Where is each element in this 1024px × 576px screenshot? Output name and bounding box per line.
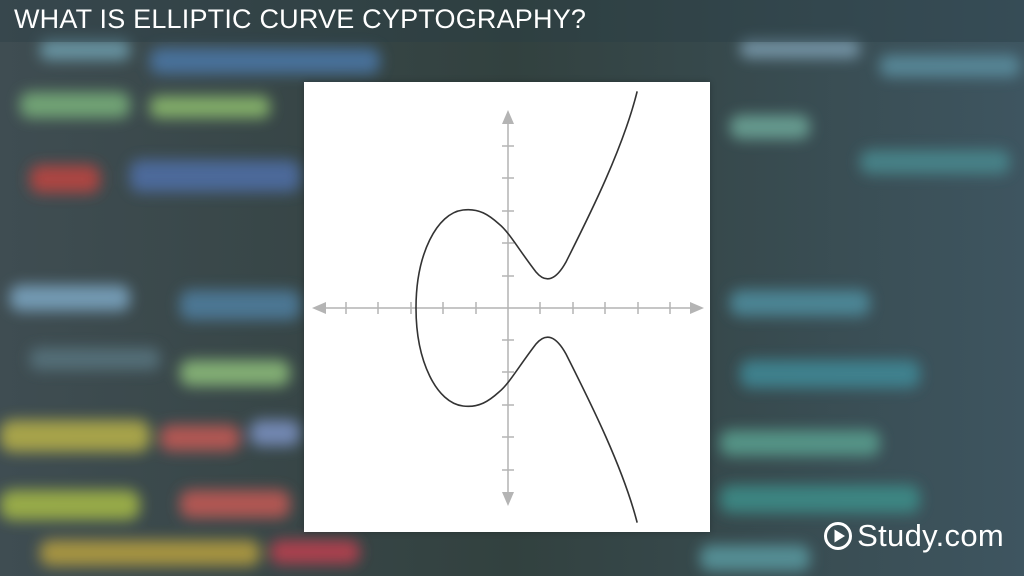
play-circle-icon bbox=[824, 522, 853, 550]
brand-name: Study.com bbox=[857, 518, 1004, 553]
x-axis-right-arrow bbox=[690, 302, 704, 314]
slide-title: WHAT IS ELLIPTIC CURVE CYPTOGRAPHY? bbox=[14, 4, 587, 34]
y-axis-bottom-arrow bbox=[502, 492, 514, 506]
x-axis-left-arrow bbox=[312, 302, 326, 314]
axes bbox=[318, 116, 698, 500]
elliptic-curve-figure bbox=[304, 82, 710, 532]
axis-ticks bbox=[345, 145, 671, 471]
elliptic-curve-diagram bbox=[312, 91, 704, 523]
title-bar bbox=[0, 0, 1024, 42]
axis-arrowheads bbox=[312, 110, 704, 506]
study-com-logo: Study.com bbox=[823, 518, 1004, 554]
y-axis-top-arrow bbox=[502, 110, 514, 124]
elliptic-curve bbox=[415, 91, 638, 523]
